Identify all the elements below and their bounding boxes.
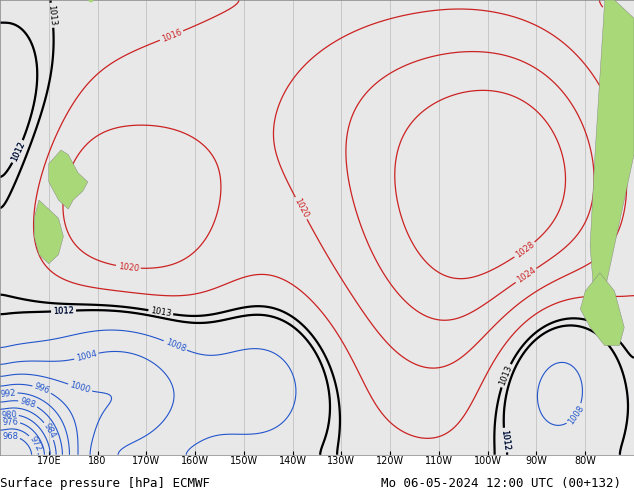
Text: 1000: 1000: [68, 381, 91, 395]
Text: 1016: 1016: [601, 6, 621, 27]
Text: 1016: 1016: [160, 27, 183, 44]
Text: 976: 976: [2, 417, 18, 427]
Text: 980: 980: [1, 410, 17, 420]
Text: 984: 984: [42, 422, 57, 440]
Polygon shape: [34, 200, 63, 264]
Polygon shape: [89, 0, 92, 1]
Text: 1013: 1013: [498, 364, 514, 387]
Text: 1013: 1013: [150, 306, 172, 318]
Polygon shape: [590, 0, 634, 309]
Text: 1013: 1013: [46, 4, 58, 26]
Polygon shape: [580, 273, 624, 345]
Text: Mo 06-05-2024 12:00 UTC (00+132): Mo 06-05-2024 12:00 UTC (00+132): [381, 477, 621, 490]
Text: 1012: 1012: [500, 429, 511, 451]
Text: 996: 996: [33, 382, 51, 396]
Text: 1012: 1012: [53, 306, 74, 316]
Text: 1020: 1020: [117, 262, 139, 273]
Text: 1012: 1012: [500, 429, 511, 451]
Text: 1020: 1020: [292, 197, 310, 220]
Text: 972: 972: [27, 435, 43, 453]
Text: 1008: 1008: [164, 338, 187, 354]
Text: 1028: 1028: [514, 240, 536, 260]
Text: 968: 968: [2, 432, 18, 441]
Text: 1024: 1024: [515, 266, 537, 285]
Text: 1012: 1012: [10, 140, 27, 163]
Text: 1008: 1008: [566, 403, 585, 426]
Text: Surface pressure [hPa] ECMWF: Surface pressure [hPa] ECMWF: [0, 477, 210, 490]
Text: 1004: 1004: [75, 349, 98, 363]
Text: 1012: 1012: [53, 306, 74, 316]
Text: 992: 992: [0, 389, 16, 399]
Text: 1012: 1012: [10, 140, 27, 163]
Polygon shape: [49, 150, 87, 209]
Text: 988: 988: [19, 396, 37, 410]
